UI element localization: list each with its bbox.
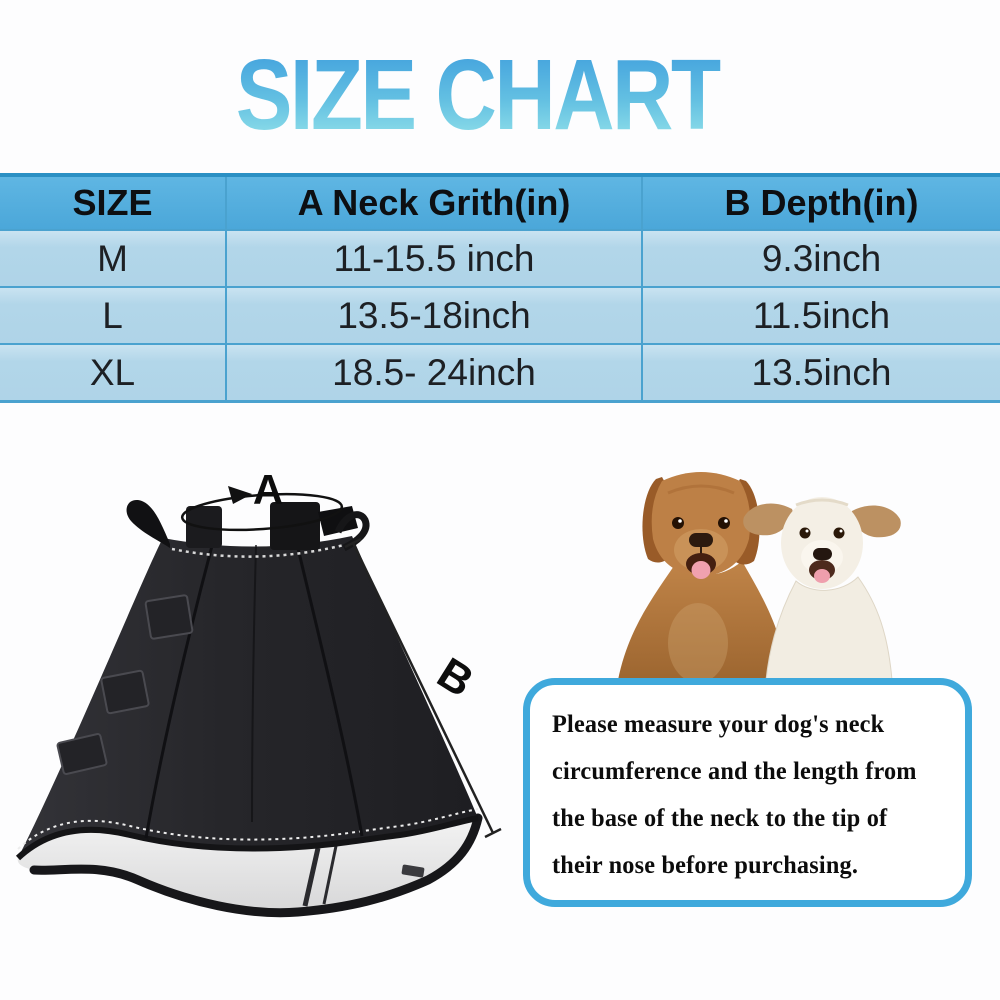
depth-cell: 13.5inch: [751, 351, 892, 393]
table-row-m: M 11-15.5 inch 9.3inch: [0, 229, 1000, 286]
size-cell: M: [0, 231, 227, 286]
table-row-l: L 13.5-18inch 11.5inch: [0, 286, 1000, 343]
label-b: B: [429, 648, 482, 706]
size-cell: XL: [0, 345, 227, 400]
neck-girth-cell: 11-15.5 inch: [227, 231, 643, 286]
neck-girth-arrow: A: [180, 466, 344, 532]
size-chart-table: SIZE A Neck Grith(in) B Depth(in) M 11-1…: [0, 173, 1000, 403]
size-cell: L: [0, 288, 227, 343]
arrowhead-icon: [228, 486, 252, 504]
note-line: their nose before purchasing.: [552, 852, 859, 879]
note-line: circumference and the length from: [552, 758, 917, 785]
header-cell-size: SIZE: [0, 177, 227, 229]
brown-dog: [618, 472, 788, 680]
note-line: the base of the neck to the tip of: [552, 805, 888, 832]
depth-cell: 9.3inch: [761, 237, 882, 279]
header-cell-neck-girth: A Neck Grith(in): [227, 177, 643, 229]
depth-cell: 11.5inch: [752, 294, 891, 336]
table-header-row: SIZE A Neck Grith(in) B Depth(in): [0, 177, 1000, 229]
page-title-wrap: SIZE CHART: [0, 45, 978, 145]
page-title: SIZE CHART: [235, 39, 723, 151]
cone-measurement-diagram: A B: [15, 466, 502, 918]
table-row-xl: XL 18.5- 24inch 13.5inch: [0, 343, 1000, 400]
velcro-patches: [56, 594, 194, 775]
white-dog: [743, 497, 901, 680]
measuring-note-box: Please measure your dog's neck circumfer…: [523, 678, 972, 907]
dogs-photo: [618, 472, 901, 680]
label-a: A: [253, 466, 283, 513]
neck-girth-cell: 18.5- 24inch: [227, 345, 643, 400]
note-line: Please measure your dog's neck: [552, 711, 885, 738]
neck-girth-cell: 13.5-18inch: [227, 288, 643, 343]
cone-body: [15, 536, 479, 861]
header-cell-depth: B Depth(in): [724, 182, 919, 223]
